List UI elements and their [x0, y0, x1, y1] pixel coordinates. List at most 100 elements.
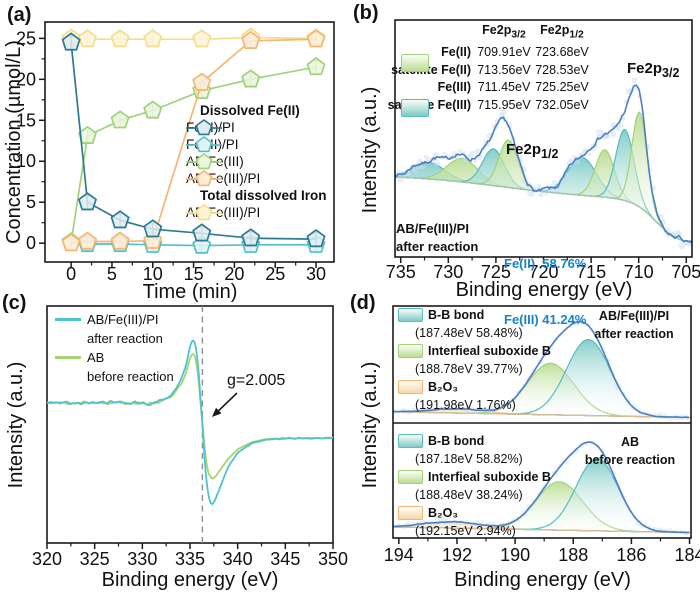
area-swatch-icon	[398, 344, 423, 358]
panel-d-top-sample-label: AB/Fe(III)/PI after reaction	[578, 307, 690, 343]
pentagon-marker	[306, 56, 326, 76]
panel-b-letter: (b)	[353, 2, 379, 24]
legend-item: AB/Fe(III)	[186, 152, 336, 170]
x-tick-label: 5	[107, 264, 117, 284]
pentagon-marker	[77, 231, 98, 250]
envelope-curve	[395, 84, 692, 244]
pentagon-marker	[110, 231, 130, 250]
x-axis: 0 5 10 15 20 25 30	[66, 262, 326, 284]
pentagon-marker	[61, 32, 81, 51]
area-swatch-icon	[398, 434, 423, 448]
pentagon-marker	[110, 210, 130, 229]
baseline	[393, 411, 690, 419]
envelope-curve	[393, 441, 690, 534]
legend-label: AB	[87, 350, 105, 365]
x-tick-label: 350	[318, 549, 348, 569]
pentagon-marker-icon	[186, 118, 222, 135]
area-swatch-icon	[398, 506, 423, 520]
table-cell: 732.05eV	[535, 97, 589, 112]
series-Fe(II)/PI	[61, 32, 326, 248]
baseline	[393, 526, 690, 534]
x-tick-label: 188	[558, 545, 588, 565]
legend-item: B-B bond	[398, 432, 551, 450]
x-tick-label: 192	[442, 545, 472, 565]
panel-a-y-axis-title: Concentration (µmol/L)	[3, 40, 25, 244]
y-tick-label: 15	[16, 110, 36, 130]
panel-d-chart: 194 192 190 188 186 184	[384, 305, 700, 565]
legend-item: AB/Fe(III)/PI	[55, 310, 174, 329]
pentagon-marker	[306, 29, 326, 48]
table-header: Fe2p1/2	[540, 23, 584, 41]
pentagon-marker	[77, 192, 98, 211]
y-tick-label: 5	[26, 192, 36, 212]
epr-curve-AB/Fe(III)/PI	[46, 339, 334, 506]
fe2p12-region-label: Fe2p1/2	[506, 141, 559, 161]
pentagon-marker-icon	[186, 135, 222, 152]
x-tick-label: 194	[384, 545, 414, 565]
table-cell: 728.53eV	[535, 62, 589, 77]
table-row-label: Fe(II)	[441, 45, 471, 59]
x-tick-label: 184	[675, 545, 700, 565]
x-tick-label: 720	[528, 262, 558, 282]
area-swatch-icon	[398, 470, 423, 484]
legend-item: B-B bond	[398, 306, 551, 324]
legend-item: Interfieal suboxide B	[398, 342, 551, 360]
panel-a-chart: 0 5 10 15 20 25 30 0 5 10 15 20 25	[16, 21, 335, 284]
pentagon-marker	[143, 29, 163, 48]
pentagon-marker	[241, 228, 261, 247]
panel-d-y-axis-title: Intensity (a.u.)	[359, 361, 381, 489]
legend-item: AB/Fe(III)/PI	[186, 169, 336, 187]
legend-item: Fe(II)/PI	[186, 118, 336, 136]
sample-name: AB	[620, 435, 640, 449]
y-tick-label: 20	[16, 69, 36, 89]
panel-d-letter: (d)	[350, 292, 376, 314]
pentagon-marker	[143, 219, 163, 238]
x-tick-label: 330	[127, 549, 157, 569]
panel-c-chart: 320 325 330 335 340 345 350	[32, 305, 348, 569]
subpanel-top	[393, 319, 690, 422]
y-tick-label: 0	[26, 233, 36, 253]
panel-b-chart: 735 730 725 720 715 710 705	[386, 19, 700, 282]
table-header: Fe2p3/2	[482, 23, 526, 41]
x-tick-label: 715	[576, 262, 606, 282]
pentagon-marker	[110, 110, 130, 129]
panel-b-peak-table: Fe2p3/2 Fe2p1/2 Fe(II) 709.91eV 723.68eV…	[377, 22, 591, 114]
x-tick-label: 705	[671, 262, 700, 282]
x-tick-label: 725	[481, 262, 511, 282]
panel-a-legend: Dissolved Fe(II) Fe(II)/PI Fe(III)/PI AB…	[186, 102, 336, 221]
panel-c-legend: AB/Fe(III)/PI after reaction AB before r…	[55, 310, 174, 386]
legend-label: AB/Fe(III)/PI	[87, 312, 159, 327]
legend-detail: (187.18eV 58.82%)	[415, 452, 523, 466]
fe3-percentage: Fe(III) 41.24%	[504, 311, 587, 327]
pentagon-marker	[192, 29, 212, 48]
panel-d-bottom-sample-label: AB before reaction	[570, 433, 690, 469]
series-Fe(III)/PI	[61, 232, 326, 254]
envelope-curve	[393, 320, 690, 419]
line-swatch-icon	[55, 356, 81, 359]
pentagon-marker	[61, 233, 81, 252]
pentagon-marker	[241, 30, 261, 49]
legend-item: B₂O₃	[398, 504, 551, 522]
line-swatch-icon	[55, 318, 81, 321]
legend-item: Interfieal suboxide B	[398, 468, 551, 486]
table-row-label: Fe(III)	[437, 80, 471, 94]
x-tick-label: 25	[265, 264, 285, 284]
x-tick-label: 320	[32, 549, 62, 569]
y-axis: 0 5 10 15 20 25	[16, 28, 45, 253]
x-tick-label: 30	[306, 264, 326, 284]
panel-b-x-axis-title: Binding energy (eV)	[455, 279, 633, 301]
table-cell: 709.91eV	[477, 45, 531, 59]
area-swatch-icon	[398, 308, 423, 322]
x-tick-label: 10	[143, 264, 163, 284]
series-AB/Fe(III)/PI	[61, 29, 326, 252]
x-axis: 735 730 725 720 715 710 705	[386, 257, 700, 282]
legend-detail: (188.78eV 39.77%)	[415, 362, 523, 376]
x-tick-label: 340	[223, 549, 253, 569]
table-cell: 711.45eV	[477, 80, 531, 94]
x-tick-label: 0	[66, 264, 76, 284]
table-cell: 715.95eV	[477, 97, 531, 112]
pentagon-marker	[192, 223, 212, 242]
table-cell: 723.68eV	[535, 45, 589, 59]
legend-detail: (188.48eV 38.24%)	[415, 488, 523, 502]
fe3-legend-swatch	[401, 99, 429, 117]
